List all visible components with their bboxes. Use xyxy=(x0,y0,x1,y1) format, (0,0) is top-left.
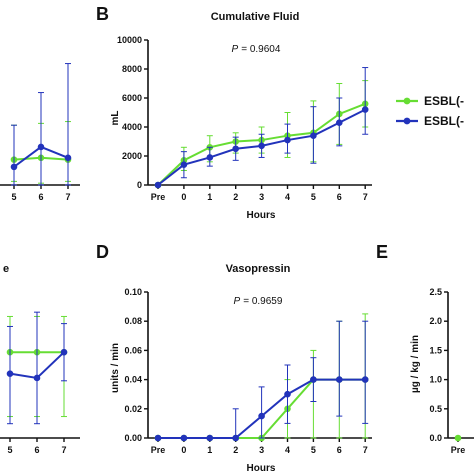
y-tick-label: 6000 xyxy=(122,93,142,103)
panel-e: E µg / kg / min 0.0 0.5 1.0 1.5 2.0 2.5 Pre xyxy=(376,242,474,455)
x-tick-label: 7 xyxy=(363,192,368,202)
x-tick-label: 3 xyxy=(259,445,264,455)
x-tick-label: 0 xyxy=(181,445,186,455)
x-tick-label: 5 xyxy=(11,192,16,202)
x-tick-label: 2 xyxy=(233,445,238,455)
data-point-series-0 xyxy=(454,434,462,442)
data-point-series-1 xyxy=(258,142,265,150)
y-tick-label: 4000 xyxy=(122,122,142,132)
x-tick-label: 5 xyxy=(7,445,12,455)
x-tick-label: 4 xyxy=(285,445,290,455)
legend: ESBL(- ESBL(- xyxy=(396,94,464,128)
x-tick-label: 7 xyxy=(363,445,368,455)
data-point-series-1 xyxy=(180,434,188,442)
x-axis-label-b: Hours xyxy=(247,210,276,221)
chart-title-c-partial: e xyxy=(3,263,9,275)
y-tick-label: 2000 xyxy=(122,151,142,161)
data-point-series-1 xyxy=(60,348,68,356)
y-axis-label-e: µg / kg / min xyxy=(410,335,421,393)
y-tick-label: 0.04 xyxy=(124,375,142,385)
data-point-series-1 xyxy=(6,370,14,377)
x-tick-label: Pre xyxy=(151,192,166,202)
x-tick-label: 6 xyxy=(38,192,43,202)
data-point-series-1 xyxy=(361,106,369,113)
data-point-series-1 xyxy=(33,374,41,382)
panel-letter-b: B xyxy=(96,4,109,24)
legend-label-1: ESBL(- xyxy=(424,114,464,128)
data-point-series-1 xyxy=(154,434,162,442)
y-axis-label-b: mL xyxy=(110,111,121,126)
data-point-series-1 xyxy=(310,376,317,383)
data-point-series-1 xyxy=(37,143,45,151)
legend-marker-1 xyxy=(403,117,411,125)
y-tick-label: 1.0 xyxy=(429,375,442,385)
x-tick-label: 2 xyxy=(233,192,238,202)
data-point-series-1 xyxy=(361,376,369,383)
x-tick-label: 5 xyxy=(311,445,316,455)
p-text-b: = 0.9604 xyxy=(241,44,281,55)
x-tick-label: 7 xyxy=(61,445,66,455)
x-tick-label: 3 xyxy=(259,192,264,202)
x-tick-label: 7 xyxy=(65,192,70,202)
y-tick-label: 0.0 xyxy=(429,433,442,443)
chart-title-d: Vasopressin xyxy=(226,263,291,275)
y-tick-label: 0.02 xyxy=(124,404,142,414)
y-tick-label: 2.0 xyxy=(429,316,442,326)
data-point-series-1 xyxy=(154,181,162,189)
legend-marker-0 xyxy=(403,97,411,105)
p-text-d: = 0.9659 xyxy=(243,296,283,307)
data-point-series-1 xyxy=(258,412,265,420)
panel-letter-d: D xyxy=(96,242,109,262)
panel-letter-e: E xyxy=(376,242,388,262)
data-point-series-1 xyxy=(284,136,291,144)
data-point-series-1 xyxy=(310,132,317,139)
panel-b: B Cumulative Fluid P = 0.9604 mL Hours 0 2… xyxy=(96,4,372,221)
panel-d: D Vasopressin P = 0.9659 units / min Hour… xyxy=(96,242,372,474)
data-point-series-1 xyxy=(336,376,343,383)
x-tick-label: 4 xyxy=(285,192,290,202)
y-tick-label: 0 xyxy=(137,180,142,190)
p-italic-d: P xyxy=(234,296,241,307)
x-tick-label: Pre xyxy=(451,445,466,455)
legend-label-0: ESBL(- xyxy=(424,94,464,108)
x-tick-label: 6 xyxy=(337,192,342,202)
p-italic-b: P xyxy=(232,44,239,55)
data-point-series-1 xyxy=(206,434,214,442)
y-tick-label: 0.00 xyxy=(124,433,142,443)
data-point-series-1 xyxy=(232,434,239,442)
y-tick-label: 0.08 xyxy=(124,316,142,326)
chart-title-b: Cumulative Fluid xyxy=(211,11,300,23)
y-tick-label: 0.06 xyxy=(124,345,142,355)
data-point-series-1 xyxy=(206,154,214,161)
panel-c: e 5 6 7 xyxy=(0,263,80,455)
x-tick-label: 0 xyxy=(181,192,186,202)
data-point-series-1 xyxy=(64,154,72,162)
y-tick-label: 2.5 xyxy=(429,287,442,297)
data-point-series-1 xyxy=(232,145,239,153)
y-tick-label: 0.10 xyxy=(124,287,142,297)
y-tick-label: 8000 xyxy=(122,64,142,74)
y-axis-label-d: units / min xyxy=(110,343,121,393)
x-tick-label: 1 xyxy=(207,445,212,455)
x-tick-label: 6 xyxy=(34,445,39,455)
data-point-series-1 xyxy=(180,161,188,168)
x-tick-label: 1 xyxy=(207,192,212,202)
x-axis-label-d: Hours xyxy=(247,463,276,474)
panel-a: 5 6 7 xyxy=(0,63,80,202)
p-value-b: P = 0.9604 xyxy=(232,44,281,55)
data-point-series-1 xyxy=(336,119,343,126)
p-value-d: P = 0.9659 xyxy=(234,296,283,307)
y-tick-label: 1.5 xyxy=(429,345,442,355)
data-point-series-1 xyxy=(10,163,18,171)
x-tick-label: 5 xyxy=(311,192,316,202)
x-tick-label: 6 xyxy=(337,445,342,455)
data-point-series-1 xyxy=(284,390,291,398)
y-tick-label: 10000 xyxy=(117,35,142,45)
y-tick-label: 0.5 xyxy=(429,404,442,414)
x-tick-label: Pre xyxy=(151,445,166,455)
